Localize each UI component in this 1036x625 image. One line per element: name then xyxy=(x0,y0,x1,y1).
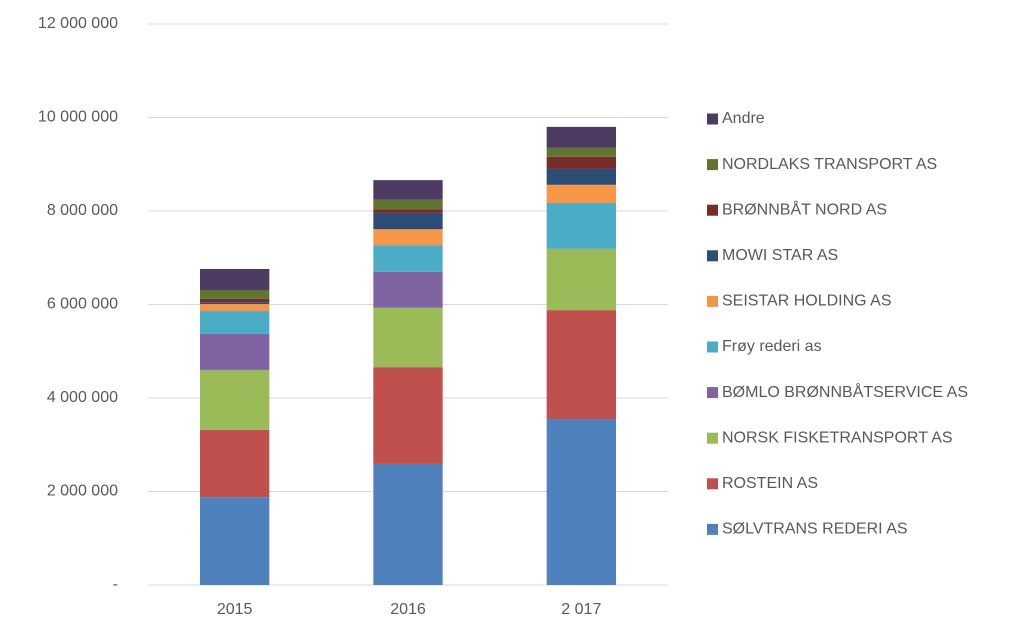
bar-segment xyxy=(373,245,443,272)
bar-segment xyxy=(546,419,616,585)
bar-segment xyxy=(373,209,443,213)
legend-swatch xyxy=(707,295,718,307)
bar-segment xyxy=(546,168,616,185)
legend-swatch xyxy=(707,250,718,262)
legend-label: NORDLAKS TRANSPORT AS xyxy=(722,156,937,173)
legend-label: BRØNNBÅT NORD AS xyxy=(722,199,887,218)
legend-swatch xyxy=(707,341,718,353)
bar-segment xyxy=(200,304,270,312)
bar-segment xyxy=(373,229,443,246)
legend-label: SEISTAR HOLDING AS xyxy=(722,293,892,310)
bar-segment xyxy=(200,429,270,498)
bar-segment xyxy=(373,463,443,585)
legend-label: SØLVTRANS REDERI AS xyxy=(722,521,908,538)
y-tick-label: - xyxy=(113,576,118,593)
y-tick-label: 2 000 000 xyxy=(47,483,118,500)
bar-segment xyxy=(546,184,616,204)
x-tick-label: 2 017 xyxy=(561,601,601,618)
y-tick-label: 6 000 000 xyxy=(47,296,118,313)
bar-segment xyxy=(373,180,443,200)
bar-segment xyxy=(200,290,270,299)
bar-segment xyxy=(546,126,616,148)
y-tick-label: 4 000 000 xyxy=(47,389,118,406)
legend-label: ROSTEIN AS xyxy=(722,475,818,492)
legend-label: Frøy rederi as xyxy=(722,338,822,355)
bar-segment xyxy=(546,156,616,169)
y-tick-label: 10 000 000 xyxy=(38,109,118,126)
legend-label: Andre xyxy=(722,110,765,127)
bar-segment xyxy=(200,268,270,291)
bar-segment xyxy=(373,271,443,308)
legend-label: BØMLO BRØNNBÅTSERVICE AS xyxy=(722,382,968,401)
x-tick-label: 2016 xyxy=(390,601,426,618)
x-tick-label: 2015 xyxy=(217,601,253,618)
bar-segment xyxy=(373,199,443,210)
bar-segment xyxy=(200,333,270,370)
y-tick-label: 12 000 000 xyxy=(38,15,118,32)
legend-swatch xyxy=(707,159,718,171)
legend-label: MOWI STAR AS xyxy=(722,247,838,264)
bar-segment xyxy=(200,311,270,334)
y-tick-label: 8 000 000 xyxy=(47,202,118,219)
legend-label: NORSK FISKETRANSPORT AS xyxy=(722,429,953,446)
bar-segment xyxy=(546,248,616,311)
bar-segment xyxy=(200,497,270,585)
legend-swatch xyxy=(707,204,718,216)
legend-swatch xyxy=(707,523,718,535)
bar-segment xyxy=(546,203,616,249)
bar-segment xyxy=(373,212,443,230)
legend-swatch xyxy=(707,387,718,399)
bar-segment xyxy=(373,367,443,464)
bar-segment xyxy=(373,307,443,368)
bar-segment xyxy=(200,302,270,305)
bar-segment xyxy=(546,147,616,157)
legend-swatch xyxy=(707,113,718,125)
bar-segment xyxy=(200,369,270,430)
legend-swatch xyxy=(707,432,718,444)
bar-segment xyxy=(546,310,616,420)
bar-segment xyxy=(200,298,270,303)
legend-swatch xyxy=(707,478,718,490)
